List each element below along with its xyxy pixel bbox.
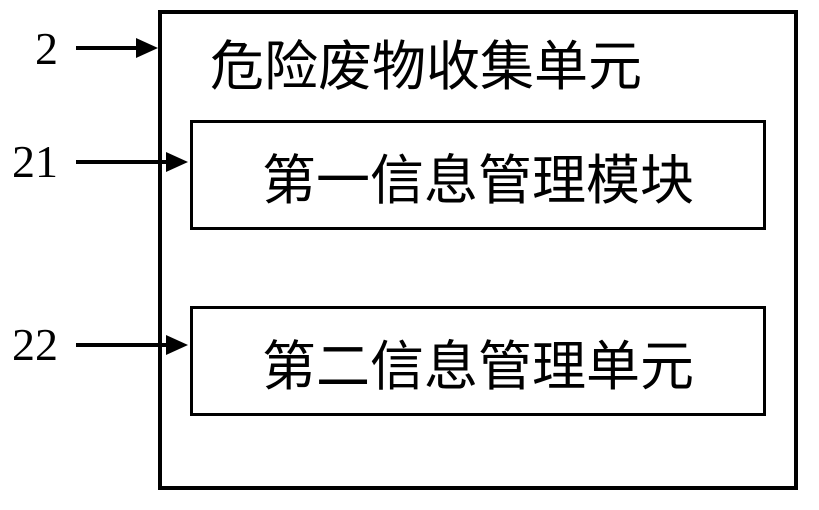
module-box-22: 第二信息管理单元 bbox=[190, 306, 766, 416]
arrow-2-line bbox=[76, 46, 136, 50]
module-box-21: 第一信息管理模块 bbox=[190, 120, 766, 230]
unit-title: 危险废物收集单元 bbox=[210, 22, 642, 101]
arrow-21-line bbox=[76, 160, 166, 164]
block-diagram: 2 21 22 危险废物收集单元 第一信息管理模块 第二信息管理单元 bbox=[0, 0, 819, 510]
arrow-2-head bbox=[136, 38, 158, 58]
arrow-22-line bbox=[76, 343, 166, 347]
ref-label-21: 21 bbox=[12, 135, 58, 188]
ref-label-2: 2 bbox=[35, 22, 58, 75]
module-box-21-label: 第一信息管理模块 bbox=[262, 136, 694, 215]
ref-label-22: 22 bbox=[12, 318, 58, 371]
module-box-22-label: 第二信息管理单元 bbox=[262, 322, 694, 401]
